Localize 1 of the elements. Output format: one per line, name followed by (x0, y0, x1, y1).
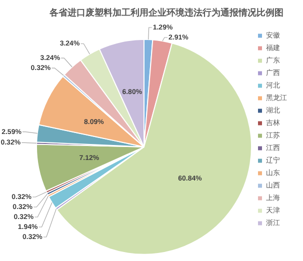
chart-title: 各省进口废塑料加工利用企业环境违法行为通报情况比例图 (48, 8, 284, 19)
